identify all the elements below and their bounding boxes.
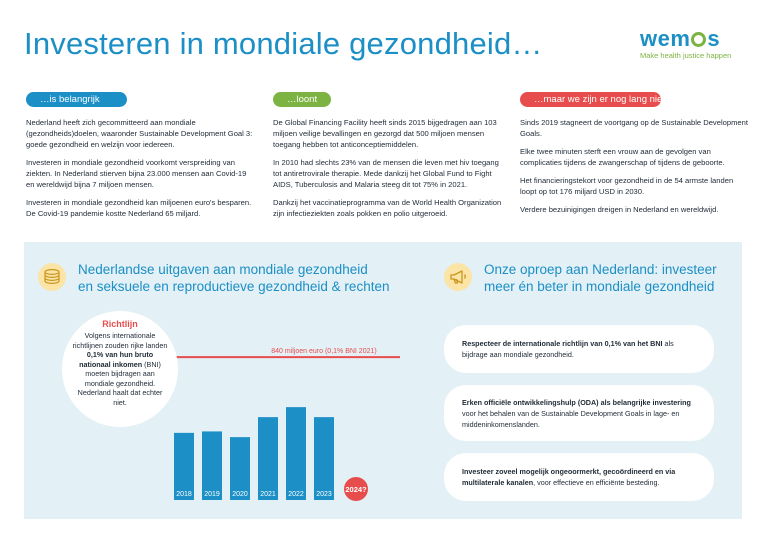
logo-wordmark: wem s — [640, 26, 721, 51]
bar-label-2018: 2018 — [176, 491, 192, 498]
bar-label-2023: 2023 — [316, 491, 332, 498]
bar-2019 — [202, 431, 222, 500]
paragraph: In 2010 had slechts 23% van de mensen di… — [273, 158, 499, 189]
logo-ring-icon — [691, 32, 707, 47]
paragraph: Elke twee minuten sterft een vrouw aan d… — [520, 147, 725, 167]
wemos-logo: wem s Make health justice happen — [640, 26, 750, 60]
guideline-bubble: Richtlijn Volgens internationale richtli… — [62, 311, 178, 427]
logo-tagline: Make health justice happen — [640, 51, 732, 60]
bar-2022 — [286, 407, 306, 500]
column-belangrijk: Nederland heeft zich gecommitteerd aan m… — [26, 117, 254, 226]
pill-nog-lang-niet: …maar we zijn er nog lang niet — [520, 92, 665, 107]
pill-belangrijk: …is belangrijk — [26, 92, 127, 107]
bar-label-2020: 2020 — [232, 491, 248, 498]
paragraph: Nederland heeft zich gecommitteerd aan m… — [26, 118, 253, 149]
paragraph: Het financieringstekort voor gezondheid … — [520, 176, 734, 196]
megaphone-icon — [444, 263, 472, 291]
paragraph: Investeren in mondiale gezondheid voorko… — [26, 158, 247, 189]
column-loont: De Global Financing Facility heeft sinds… — [273, 117, 505, 226]
bar-label-2021: 2021 — [260, 491, 276, 498]
bar-2021 — [258, 417, 278, 500]
appeal-card: Respecteer de internationale richtlijn v… — [444, 325, 714, 373]
page-title: Investeren in mondiale gezondheid… — [24, 26, 543, 61]
bar-pending-circle — [344, 477, 368, 501]
bar-2020 — [230, 437, 250, 500]
appeal-card: Investeer zoveel mogelijk ongeoormerkt, … — [444, 453, 714, 501]
bar-2018 — [174, 432, 194, 500]
paragraph: Sinds 2019 stagneert de voortgang op de … — [520, 118, 748, 138]
appeal-section-title: Onze oproep aan Nederland: investeer mee… — [484, 262, 717, 294]
paragraph: Verdere bezuinigingen dreigen in Nederla… — [520, 205, 719, 214]
paragraph: De Global Financing Facility heeft sinds… — [273, 118, 497, 149]
paragraph: Dankzij het vaccinatieprogramma van de W… — [273, 198, 502, 218]
spending-bar-chart: 840 miljoen euro (0,1% BNI 2021) 2018 2019… — [150, 348, 400, 501]
column-nog-lang-niet: Sinds 2019 stagneert de voortgang op de … — [520, 117, 748, 222]
spending-section-title: Nederlandse uitgaven aan mondiale gezond… — [78, 262, 390, 294]
bar-label-pending: 2024? — [345, 485, 367, 494]
bar-2023 — [314, 417, 334, 500]
guideline-text: Volgens internationale richtlijnen zoude… — [72, 331, 168, 407]
pill-loont: …loont — [273, 92, 331, 107]
paragraph: Investeren in mondiale gezondheid kan mi… — [26, 198, 252, 218]
bar-label-2019: 2019 — [204, 491, 220, 498]
coins-icon — [38, 263, 66, 291]
bar-label-2022: 2022 — [288, 491, 304, 498]
guideline-title: Richtlijn — [102, 319, 138, 329]
target-line-label: 840 miljoen euro (0,1% BNI 2021) — [271, 348, 376, 355]
appeal-card: Erken officiële ontwikkelingshulp (ODA) … — [444, 385, 714, 441]
